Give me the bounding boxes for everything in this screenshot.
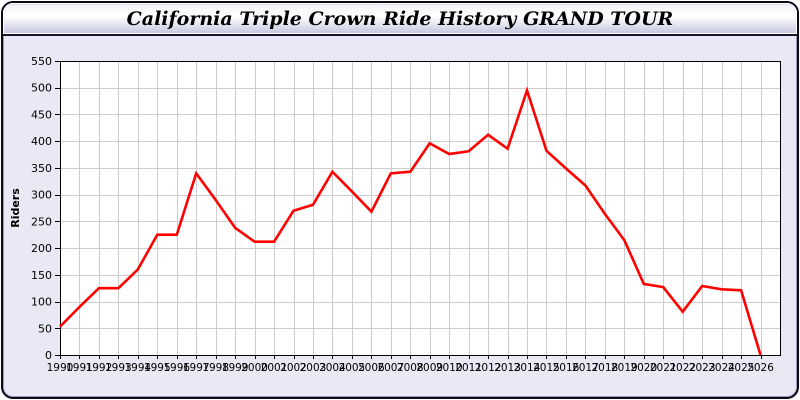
svg-text:1996: 1996: [163, 362, 190, 374]
svg-text:0: 0: [45, 349, 52, 362]
svg-text:1990: 1990: [47, 362, 74, 374]
svg-text:1997: 1997: [183, 362, 210, 374]
svg-text:500: 500: [31, 82, 52, 95]
title-bar: California Triple Crown Ride History GRA…: [3, 3, 797, 36]
plot-area: [60, 61, 780, 355]
svg-text:2025: 2025: [728, 362, 755, 374]
svg-text:2008: 2008: [397, 362, 424, 374]
x-axis-tick-labels: 1990199119921993199419951996199719981999…: [47, 362, 775, 374]
svg-text:2017: 2017: [572, 362, 599, 374]
svg-text:2024: 2024: [708, 362, 735, 374]
line-chart-canvas: 0501001502002503003504004505005501990199…: [9, 55, 781, 374]
svg-text:1994: 1994: [124, 362, 151, 374]
svg-text:2009: 2009: [416, 362, 443, 374]
svg-text:2018: 2018: [591, 362, 618, 374]
svg-text:200: 200: [31, 242, 52, 255]
svg-text:2002: 2002: [280, 362, 307, 374]
ride-history-chart: 0 50 100 150 200 250 300 350 400 450 500 550 1990 199…: [3, 38, 797, 397]
svg-text:1999: 1999: [222, 362, 249, 374]
svg-text:2022: 2022: [669, 362, 696, 374]
svg-text:2003: 2003: [300, 362, 327, 374]
svg-text:2011: 2011: [455, 362, 482, 374]
svg-text:2004: 2004: [319, 362, 346, 374]
svg-text:2015: 2015: [533, 362, 560, 374]
svg-text:2001: 2001: [261, 362, 288, 374]
svg-text:50: 50: [38, 322, 52, 335]
svg-text:400: 400: [31, 135, 52, 148]
y-axis-tick-labels: 0 50 100 150 200 250 300 350 400 450 500 550: [31, 55, 52, 362]
svg-text:2000: 2000: [241, 362, 268, 374]
svg-text:150: 150: [31, 269, 52, 282]
svg-text:1998: 1998: [202, 362, 229, 374]
svg-text:2026: 2026: [747, 362, 774, 374]
plot-border: [60, 61, 781, 356]
svg-text:2012: 2012: [475, 362, 502, 374]
svg-text:2006: 2006: [358, 362, 385, 374]
svg-text:2021: 2021: [650, 362, 677, 374]
svg-text:2014: 2014: [514, 362, 541, 374]
svg-text:250: 250: [31, 215, 52, 228]
page-title: California Triple Crown Ride History GRA…: [126, 7, 674, 30]
svg-text:100: 100: [31, 296, 52, 309]
svg-text:1993: 1993: [105, 362, 132, 374]
svg-text:1991: 1991: [66, 362, 93, 374]
svg-text:1995: 1995: [144, 362, 171, 374]
svg-text:350: 350: [31, 162, 52, 175]
svg-text:2023: 2023: [689, 362, 716, 374]
svg-text:2013: 2013: [494, 362, 521, 374]
svg-text:550: 550: [31, 55, 52, 68]
riders-series-line: [59, 86, 762, 356]
svg-text:1992: 1992: [86, 362, 113, 374]
svg-text:300: 300: [31, 189, 52, 202]
svg-text:450: 450: [31, 108, 52, 121]
svg-text:2020: 2020: [630, 362, 657, 374]
svg-text:2005: 2005: [339, 362, 366, 374]
svg-text:2007: 2007: [377, 362, 404, 374]
svg-text:2010: 2010: [436, 362, 463, 374]
y-axis-title: Riders: [9, 188, 22, 228]
svg-text:2019: 2019: [611, 362, 638, 374]
svg-text:2016: 2016: [553, 362, 580, 374]
